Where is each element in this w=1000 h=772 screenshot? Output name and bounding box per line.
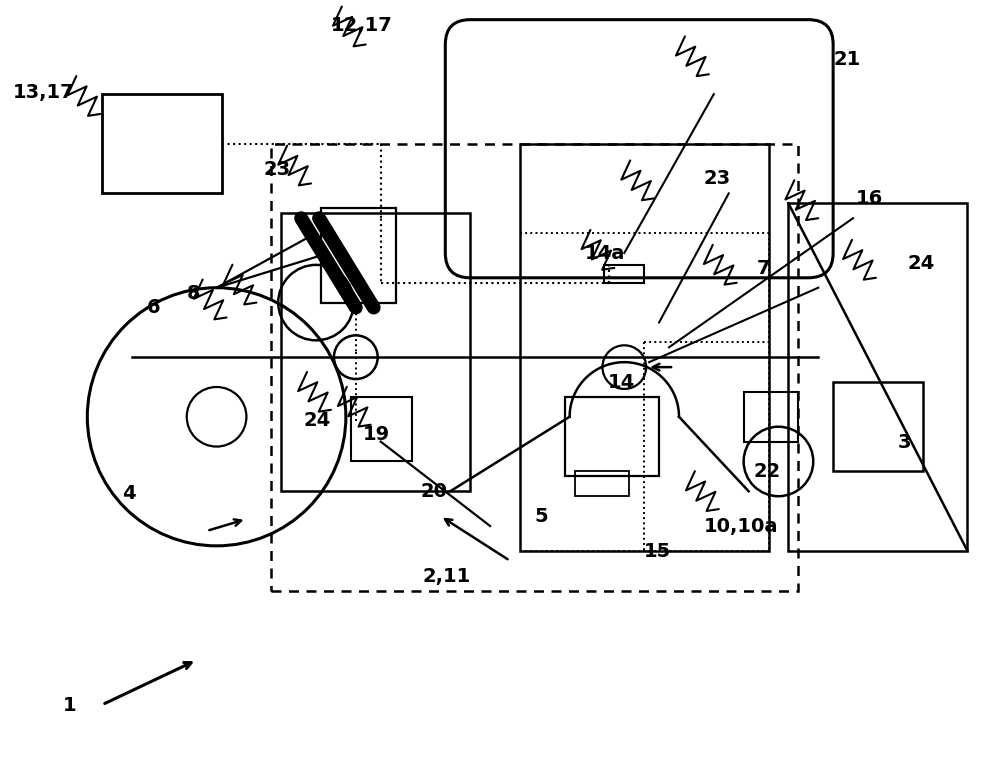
Text: 4: 4: [122, 484, 136, 503]
Text: 20: 20: [420, 482, 447, 501]
Text: 24: 24: [908, 254, 935, 273]
Text: 24: 24: [303, 411, 330, 430]
Text: 23: 23: [263, 160, 290, 178]
Text: 2,11: 2,11: [422, 567, 471, 585]
Bar: [744, 392, 798, 442]
Bar: [102, 94, 222, 194]
Text: 14: 14: [607, 373, 635, 392]
Text: 5: 5: [535, 507, 548, 526]
Text: 7: 7: [757, 259, 770, 278]
Bar: [575, 472, 629, 496]
Text: 6: 6: [147, 299, 161, 317]
Bar: [833, 382, 923, 472]
Text: 3: 3: [898, 432, 911, 452]
Bar: [351, 397, 412, 462]
Bar: [565, 397, 659, 476]
Text: 10,10a: 10,10a: [704, 517, 778, 536]
Text: 12,17: 12,17: [331, 15, 393, 35]
Bar: [321, 208, 396, 303]
Text: 14a: 14a: [585, 244, 625, 263]
Bar: [604, 265, 644, 283]
Text: 15: 15: [644, 542, 671, 560]
Bar: [281, 213, 470, 491]
Bar: [271, 144, 798, 591]
Text: 8: 8: [187, 283, 200, 303]
Text: 16: 16: [856, 189, 883, 208]
Text: 1: 1: [62, 696, 76, 715]
Bar: [788, 203, 967, 550]
Text: 21: 21: [833, 50, 860, 69]
Text: 13,17: 13,17: [13, 83, 74, 102]
Bar: [520, 144, 769, 550]
Text: 23: 23: [704, 169, 731, 188]
Text: 19: 19: [363, 425, 390, 444]
Text: 22: 22: [754, 462, 781, 481]
